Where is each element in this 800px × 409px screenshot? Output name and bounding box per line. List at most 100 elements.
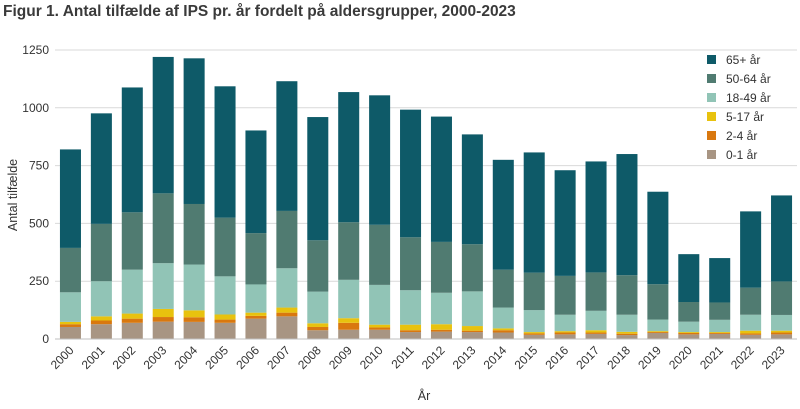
bar-segment: [121, 269, 143, 314]
bar-segment: [338, 329, 360, 339]
bar-segment: [523, 333, 545, 335]
bar-segment: [616, 154, 638, 276]
x-tick-label: 2005: [202, 343, 231, 372]
legend-item: 0-1 år: [707, 148, 757, 162]
bar-segment: [461, 332, 483, 339]
bar-segment: [430, 331, 452, 339]
bar-segment: [492, 330, 514, 333]
bar-segment: [152, 263, 174, 309]
bar-segment: [369, 224, 391, 285]
bar-segment: [678, 302, 700, 322]
bar-segment: [183, 310, 205, 318]
bar-segment: [523, 310, 545, 333]
bars: [59, 56, 793, 339]
bar-segment: [678, 321, 700, 333]
x-tick-label: 2004: [171, 343, 200, 372]
bar-segment: [121, 212, 143, 270]
bar-segment: [678, 254, 700, 303]
legend-swatch: [707, 150, 716, 159]
bar-segment: [771, 334, 793, 339]
x-tick-label: 2008: [295, 343, 324, 372]
bar-segment: [585, 310, 607, 331]
x-tick-label: 2013: [450, 343, 479, 372]
bar-segment: [400, 324, 422, 331]
y-axis-title: Antal tilfælde: [6, 159, 20, 231]
bar-segment: [771, 332, 793, 335]
bar-segment: [585, 272, 607, 311]
bar-segment: [709, 333, 731, 339]
bar-segment: [430, 329, 452, 332]
bar-segment: [771, 330, 793, 333]
bar-segment: [461, 330, 483, 333]
bar-segment: [152, 56, 174, 194]
bar-segment: [245, 284, 267, 313]
bar-segment: [740, 330, 762, 334]
bar-segment: [461, 326, 483, 331]
bar-segment: [647, 331, 669, 333]
bar-segment: [430, 324, 452, 330]
bar-segment: [59, 247, 81, 293]
bar-segment: [245, 318, 267, 339]
x-tick-label: 2010: [357, 343, 386, 372]
bar-segment: [554, 275, 576, 315]
bar-segment: [214, 322, 236, 339]
legend-label: 5-17 år: [726, 110, 764, 124]
bar-segment: [121, 322, 143, 339]
bar-segment: [183, 58, 205, 204]
legend-item: 5-17 år: [707, 110, 764, 124]
legend-item: 18-49 år: [707, 91, 771, 105]
x-tick-label: 2009: [326, 343, 355, 372]
legend-item: 50-64 år: [707, 72, 771, 86]
x-tick-label: 2000: [48, 343, 77, 372]
bar-segment: [492, 328, 514, 331]
legend-label: 2-4 år: [726, 129, 757, 143]
bar-segment: [183, 264, 205, 311]
bar-segment: [492, 269, 514, 308]
bar-segment: [90, 223, 112, 282]
legend-label: 0-1 år: [726, 148, 757, 162]
bar-segment: [585, 333, 607, 339]
y-tick-label: 0: [42, 332, 49, 346]
bar-segment: [276, 312, 298, 317]
legend-label: 18-49 år: [726, 91, 771, 105]
bar-segment: [709, 332, 731, 333]
x-tick-label: 2003: [141, 343, 170, 372]
bar-segment: [152, 308, 174, 318]
x-tick-label: 2011: [389, 343, 417, 371]
bar-segment: [338, 322, 360, 330]
x-tick-label: 2001: [79, 343, 108, 372]
bar-segment: [369, 329, 391, 339]
bar-segment: [430, 241, 452, 293]
bar-segment: [245, 130, 267, 234]
bar-segment: [90, 113, 112, 224]
bar-segment: [585, 330, 607, 333]
bar-segment: [59, 324, 81, 327]
bar-segment: [214, 86, 236, 218]
bar-segment: [214, 314, 236, 320]
bar-segment: [430, 116, 452, 242]
bar-segment: [90, 316, 112, 321]
x-tick-label: 2022: [728, 343, 757, 372]
bar-segment: [90, 324, 112, 339]
bar-segment: [461, 291, 483, 327]
bar-segment: [152, 317, 174, 322]
bar-segment: [554, 170, 576, 276]
bar-segment: [523, 272, 545, 311]
bar-segment: [492, 159, 514, 270]
bar-segment: [523, 334, 545, 339]
bar-segment: [647, 191, 669, 285]
bar-segment: [430, 292, 452, 325]
bar-segment: [245, 233, 267, 285]
bar-segment: [152, 193, 174, 264]
bar-segment: [276, 316, 298, 339]
bar-segment: [585, 161, 607, 273]
bar-segment: [461, 244, 483, 292]
bar-segment: [647, 284, 669, 320]
x-tick-label: 2019: [635, 343, 664, 372]
bar-segment: [771, 314, 793, 331]
bar-segment: [307, 291, 329, 324]
bar-segment: [90, 320, 112, 325]
y-axis: 0 250 500 750 1000 1250: [22, 43, 49, 346]
bar-segment: [647, 332, 669, 339]
bar-segment: [338, 222, 360, 280]
